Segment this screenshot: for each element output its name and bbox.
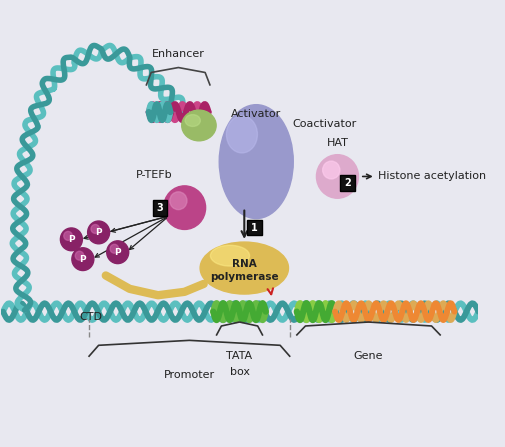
Text: HAT: HAT	[327, 138, 348, 148]
Text: Gene: Gene	[354, 351, 383, 361]
Text: Promoter: Promoter	[164, 370, 215, 380]
FancyBboxPatch shape	[247, 220, 262, 236]
Circle shape	[61, 228, 82, 251]
Circle shape	[64, 232, 72, 240]
Text: Enhancer: Enhancer	[152, 49, 205, 59]
Circle shape	[164, 186, 206, 229]
Circle shape	[110, 245, 119, 253]
Text: 3: 3	[157, 203, 164, 213]
FancyBboxPatch shape	[153, 200, 167, 215]
Circle shape	[323, 161, 340, 179]
Text: 1: 1	[251, 223, 258, 233]
Text: polymerase: polymerase	[210, 272, 279, 282]
Text: P: P	[80, 255, 86, 264]
Ellipse shape	[185, 114, 200, 127]
Text: CTD: CTD	[79, 312, 102, 322]
Text: Activator: Activator	[231, 109, 281, 118]
Text: RNA: RNA	[232, 259, 257, 269]
Text: Coactivator: Coactivator	[292, 119, 357, 130]
FancyBboxPatch shape	[340, 176, 355, 191]
Ellipse shape	[226, 116, 258, 153]
Ellipse shape	[219, 105, 293, 219]
Circle shape	[317, 155, 359, 198]
Text: P-TEFb: P-TEFb	[136, 170, 173, 180]
Text: P: P	[95, 228, 102, 237]
Text: P: P	[68, 235, 75, 244]
Text: TATA: TATA	[226, 351, 252, 361]
Ellipse shape	[182, 110, 216, 141]
Circle shape	[75, 251, 84, 260]
Ellipse shape	[200, 242, 288, 294]
Text: 2: 2	[344, 178, 351, 188]
Ellipse shape	[211, 245, 249, 266]
Text: P: P	[115, 248, 121, 257]
Circle shape	[170, 192, 187, 210]
Text: box: box	[230, 367, 249, 377]
Circle shape	[91, 224, 99, 233]
Text: Histone acetylation: Histone acetylation	[378, 172, 486, 181]
Circle shape	[88, 221, 110, 244]
Circle shape	[72, 248, 94, 270]
Circle shape	[107, 241, 129, 264]
